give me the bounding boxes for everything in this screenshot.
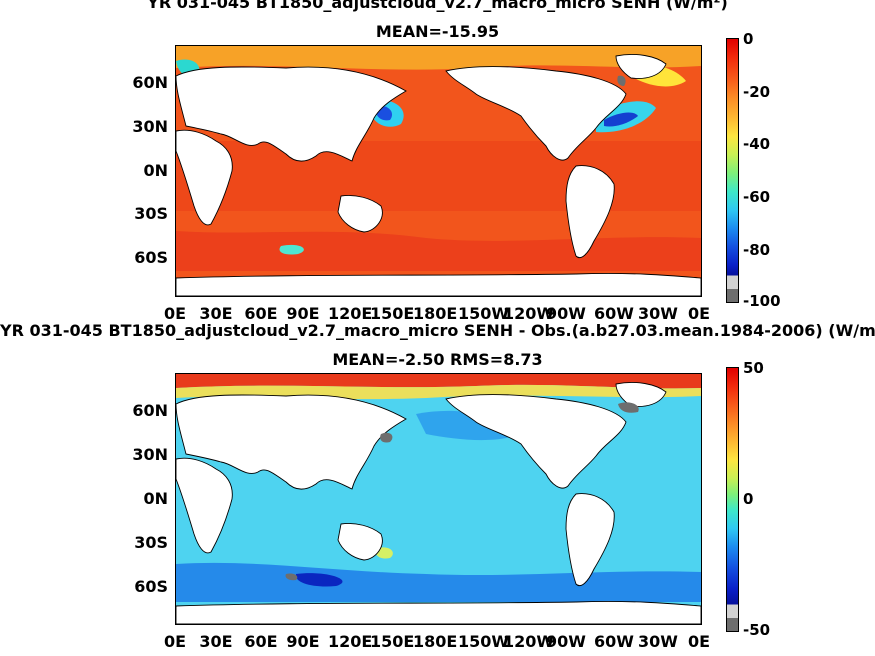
panel1-lat-label-60s: 60S <box>134 248 168 267</box>
panel2-colorbar-tick: 50 <box>743 359 764 377</box>
panel1-lon-label: 0E <box>687 304 711 323</box>
panel2-lon-label: 0E <box>687 632 711 651</box>
panel2-lon-label: 180E <box>413 632 458 651</box>
panel2-lat-label-60s: 60S <box>134 577 168 596</box>
panel2-antarctica <box>175 601 702 625</box>
panel1-map-svg <box>175 46 702 297</box>
panel2-lat-label-0n: 0N <box>143 489 168 508</box>
panel1-colorbar-tick: -20 <box>743 83 771 101</box>
panel1-africa <box>175 129 233 226</box>
panel1-lat-label-30n: 30N <box>132 117 168 136</box>
panel2-land <box>175 381 702 625</box>
panel2-lon-label: 30W <box>638 632 678 651</box>
panel1-north-america <box>445 66 627 161</box>
panel1-title-line1: YR 031-045 BT1850_adjustcloud_v2.7_macro… <box>147 0 728 12</box>
panel2-colorbar-tick: 0 <box>743 490 754 508</box>
panel2-colorbar <box>726 367 739 632</box>
panel2-lon-label: 60E <box>244 632 278 651</box>
panel1-colorbar-tick: -60 <box>743 188 771 206</box>
panel2-lon-label: 60W <box>594 632 634 651</box>
panel1-lon-label: 120E <box>328 304 373 323</box>
panel2-missing-patch <box>380 432 393 443</box>
panel1-lon-label: 150W <box>458 304 510 323</box>
panel2-arctic-band <box>176 374 701 389</box>
panel2-southern-band <box>176 562 701 602</box>
panel2-map-svg <box>175 374 702 625</box>
panel2-south-america <box>565 493 615 587</box>
panel1-lat-label-0n: 0N <box>143 161 168 180</box>
panel1-title-line2: MEAN=-15.95 <box>375 22 500 41</box>
panel1-colorbar-tick: 0 <box>743 30 754 48</box>
panel2-colorbar-tick: -50 <box>743 621 771 639</box>
panel2-missing-patch <box>618 402 639 413</box>
panel1-so-patch <box>279 244 304 255</box>
panel1-colorbar-tick: -40 <box>743 135 771 153</box>
panel2-greenland <box>615 381 667 407</box>
panel2-lon-label: 120E <box>328 632 373 651</box>
panel2-title-line1: YR 031-045 BT1850_adjustcloud_v2.7_macro… <box>0 321 875 340</box>
panel1-lon-label: 30E <box>199 304 233 323</box>
panel1-arctic-band <box>176 46 701 70</box>
panel1-colorbar-tick: -100 <box>743 292 781 310</box>
panel1-lat-label-60n: 60N <box>132 73 168 92</box>
panel1-antarctica <box>175 273 702 297</box>
panel2-lat-label-60n: 60N <box>132 401 168 420</box>
panel2-lon-label: 90E <box>286 632 320 651</box>
panel1-colorbar <box>726 38 739 303</box>
panel1-land <box>175 53 702 297</box>
panel1-lon-label: 120W <box>503 304 555 323</box>
panel1-greenland <box>615 53 667 79</box>
panel1-gulfstream-core <box>604 112 638 127</box>
panel2-australia <box>337 523 383 561</box>
panel2-eurasia <box>175 394 407 490</box>
panel1-lon-label: 150E <box>370 304 415 323</box>
panel2-lon-label: 150E <box>370 632 415 651</box>
panel2-lon-label: 90W <box>546 632 586 651</box>
panel2-missing-patch <box>285 573 298 581</box>
panel1-map <box>175 45 702 297</box>
panel1-southern-band <box>176 231 701 271</box>
panel1-lon-label: 180E <box>413 304 458 323</box>
panel2-lon-label: 30E <box>199 632 233 651</box>
panel1-lon-label: 90W <box>546 304 586 323</box>
panel2-lon-label: 0E <box>163 632 187 651</box>
panel2-lon-label: 120W <box>503 632 555 651</box>
panel2-lon-label: 150W <box>458 632 510 651</box>
panel1-lon-label: 0E <box>163 304 187 323</box>
panel2-title-line2: MEAN=-2.50 RMS=8.73 <box>332 350 543 369</box>
panel1-lon-label: 90E <box>286 304 320 323</box>
panel1-missing-patch <box>617 75 626 86</box>
panel1-south-america <box>565 165 615 259</box>
panel1-colorbar-tick: -80 <box>743 241 771 259</box>
panel2-lat-label-30s: 30S <box>134 533 168 552</box>
panel1-lon-label: 60W <box>594 304 634 323</box>
panel1-australia <box>337 195 383 233</box>
panel2-north-america <box>445 394 627 489</box>
panel1-eurasia <box>175 66 407 162</box>
panel1-lat-label-30s: 30S <box>134 204 168 223</box>
panel2-africa <box>175 457 233 554</box>
panel1-lon-label: 30W <box>638 304 678 323</box>
panel2-map <box>175 373 702 625</box>
panel1-tropics-band <box>176 141 701 211</box>
panel2-lat-label-30n: 30N <box>132 445 168 464</box>
panel1-lon-label: 60E <box>244 304 278 323</box>
panel2-so-core <box>295 573 343 587</box>
